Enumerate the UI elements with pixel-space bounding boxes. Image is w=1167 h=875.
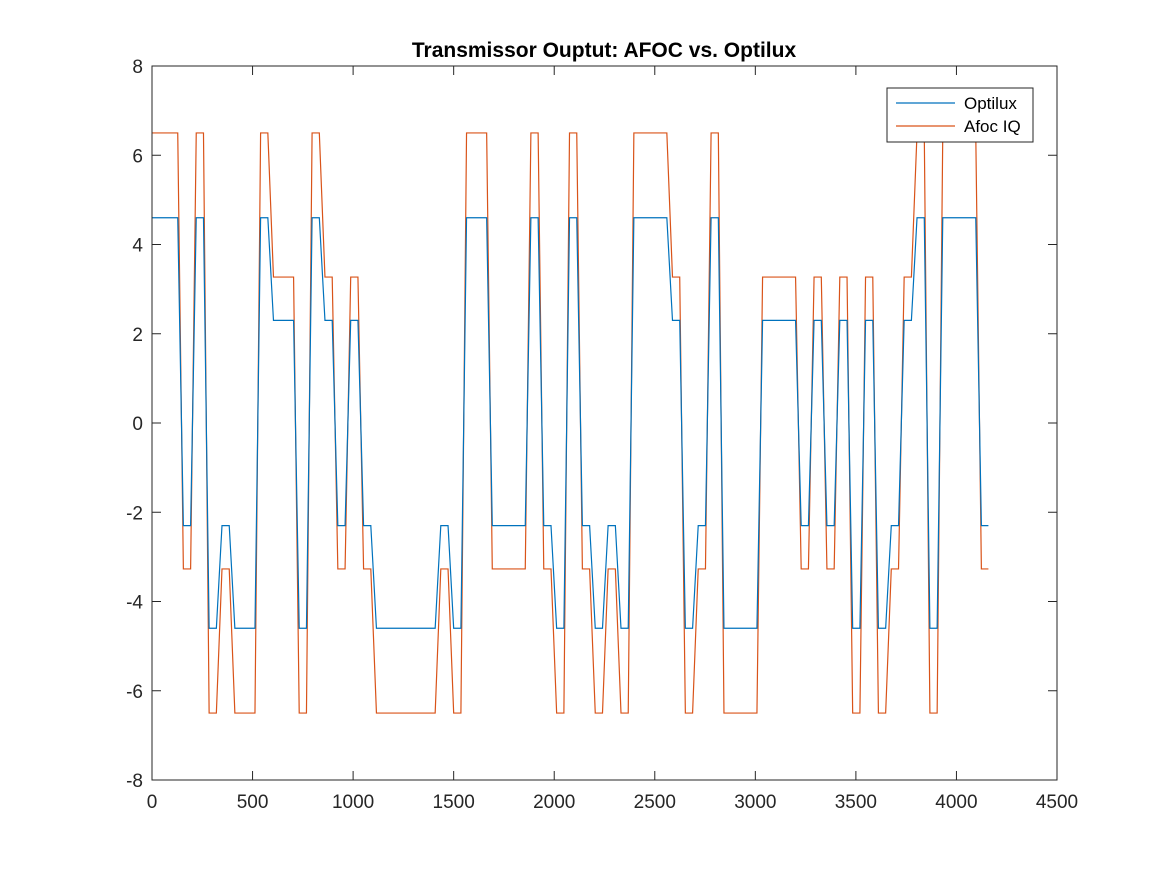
x-tick-label: 0: [147, 792, 158, 813]
y-tick-label: 2: [132, 325, 143, 346]
y-tick-label: 8: [132, 57, 143, 78]
y-axis: -8 -6 -4 -2 0 2 4 6 8: [126, 57, 1057, 792]
x-tick-label: 1000: [332, 792, 374, 813]
y-tick-label: -2: [126, 503, 143, 524]
x-tick-label: 500: [237, 792, 269, 813]
legend: Optilux Afoc IQ: [886, 87, 1034, 143]
x-tick-label: 2000: [533, 792, 575, 813]
y-tick-label: 6: [132, 146, 143, 167]
x-tick-label: 2500: [634, 792, 676, 813]
x-tick-label: 1500: [433, 792, 475, 813]
x-tick-label: 4000: [935, 792, 977, 813]
x-axis: 0 500 1000 1500 2000 2500 3000 3500 4000 4500: [147, 66, 1078, 813]
x-tick-label: 3500: [835, 792, 877, 813]
series-line-afoc: [152, 132, 989, 714]
legend-box: [886, 87, 1034, 143]
legend-label-afoc: Afoc IQ: [964, 117, 1021, 136]
chart-title: Transmissor Ouptut: AFOC vs. Optilux: [412, 39, 797, 62]
x-tick-label: 4500: [1036, 792, 1078, 813]
y-tick-label: 4: [132, 236, 143, 257]
y-tick-label: -8: [126, 771, 143, 792]
series-line-optilux: [152, 217, 989, 629]
x-tick-label: 3000: [734, 792, 776, 813]
series-layer: [152, 132, 989, 714]
y-tick-label: -4: [126, 593, 143, 614]
y-tick-label: -6: [126, 682, 143, 703]
legend-label-optilux: Optilux: [964, 94, 1017, 113]
y-tick-label: 0: [132, 414, 143, 435]
